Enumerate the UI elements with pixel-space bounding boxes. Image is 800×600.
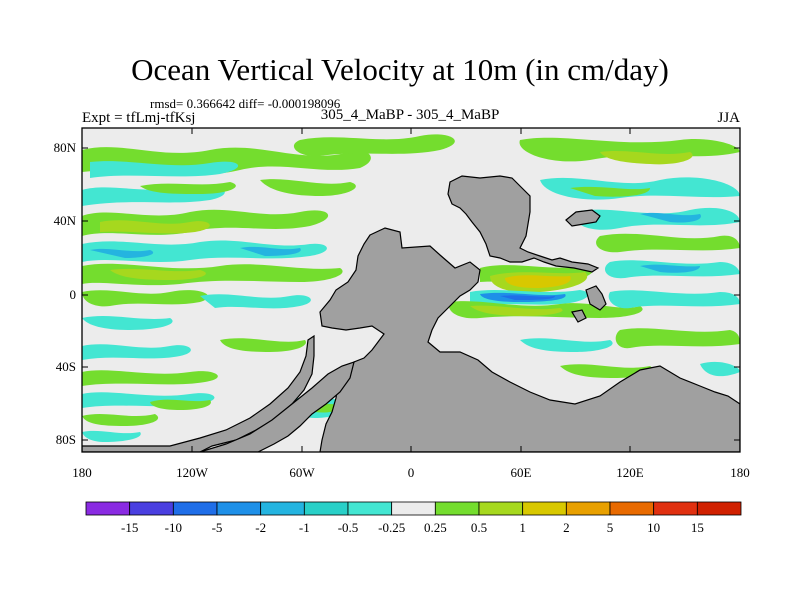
y-tick-label: 40S [56,359,76,374]
landmass-islands-3 [571,309,587,323]
colorbar-swatch [653,501,698,516]
colorbar-swatch [216,501,262,516]
landmass-islands-2 [585,285,607,311]
colorbar-swatch [129,501,174,516]
x-tick-label: 120E [616,465,644,480]
land-masses [82,175,740,452]
colorbar-swatch [565,501,611,516]
velocity-field [82,134,740,452]
mid-north-bands [82,207,740,286]
y-tick-label: 0 [70,287,77,302]
colorbar-label: -0.25 [378,520,405,535]
colorbar-label: -5 [212,520,223,535]
colorbar-label: 0.5 [471,520,487,535]
colorbar-swatch [85,501,131,516]
colorbar-label: -1 [299,520,310,535]
colorbar-swatch [172,501,218,516]
colorbar-label: -15 [121,520,138,535]
landmass-americas-africa [319,227,740,452]
season-label: JJA [717,110,740,126]
x-tick-label: 60E [511,465,532,480]
colorbar-label: 10 [647,520,660,535]
colorbar-label: -2 [255,520,266,535]
x-tick-label: 180 [730,465,750,480]
y-axis: 80N 40N 0 40S 80S [54,140,740,447]
colorbar-label: -10 [165,520,182,535]
colorbar-label: 5 [607,520,614,535]
x-tick-label: 180 [72,465,92,480]
x-axis: 180 120W 60W 0 60E 120E 180 [72,128,750,480]
colorbar-swatch [478,501,524,516]
colorbar-swatch [303,501,349,516]
stats-label: rmsd= 0.366642 diff= -0.000198096 [150,96,341,111]
landmass-western-arc [82,334,315,452]
colorbar-swatch [391,501,436,516]
colorbar-swatch [434,501,480,516]
colorbar-swatch [522,501,567,516]
colorbar-label: -0.5 [338,520,359,535]
colorbar-label: 1 [519,520,526,535]
experiment-label: Expt = tfLmj-tfKsj [82,110,196,126]
landmass-eurasia [447,175,600,273]
x-tick-label: 60W [289,465,315,480]
colorbar-swatch [609,501,655,516]
y-tick-label: 80S [56,432,76,447]
colorbar-label: 2 [563,520,570,535]
colorbar-swatch [347,501,393,516]
x-tick-label: 120W [176,465,209,480]
northern-bands [82,134,740,206]
colorbar-label: 15 [691,520,704,535]
y-tick-label: 40N [54,213,77,228]
colorbar: -15 -10 -5 -2 -1 -0.5 -0.25 0.25 0.5 1 2 5 10 15 [85,501,742,535]
subtitle-label: 305_4_MaBP - 305_4_MaBP [320,107,500,123]
y-tick-label: 80N [54,140,77,155]
x-tick-label: 0 [408,465,415,480]
colorbar-swatch [260,501,305,516]
landmass-islands-1 [565,209,601,227]
map-title: Ocean Vertical Velocity at 10m (in cm/da… [131,52,669,87]
colorbar-swatch [696,501,742,516]
colorbar-label: 0.25 [424,520,447,535]
landmass-antarctic-arc [199,361,355,452]
